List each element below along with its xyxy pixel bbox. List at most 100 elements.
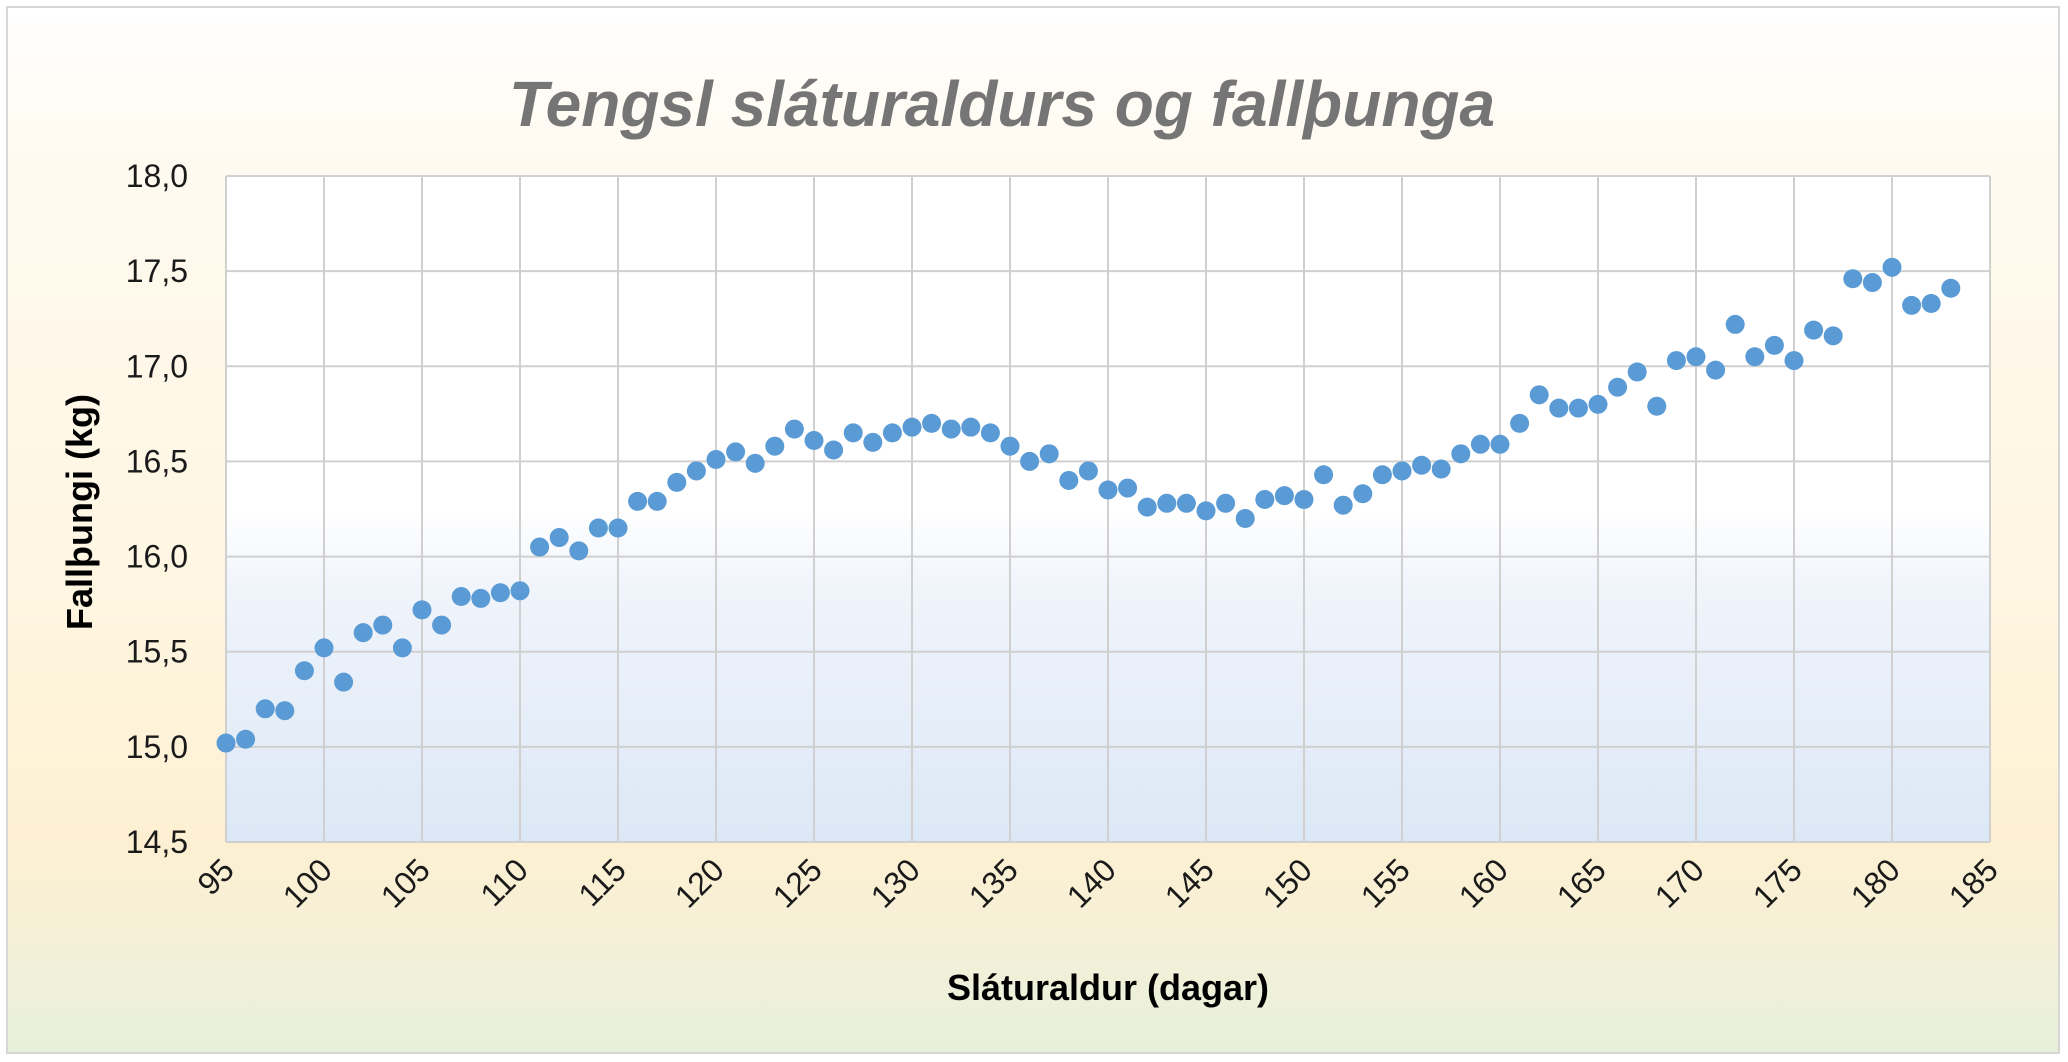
x-tick-label: 105 <box>374 851 437 914</box>
data-point <box>1784 351 1804 371</box>
data-point <box>236 729 256 749</box>
data-point <box>1764 335 1784 355</box>
data-point <box>392 638 412 658</box>
x-axis-ticks: 95 100 105 110 115 120 125 130 135 140 145 150 155 16… <box>190 851 2005 914</box>
x-tick-label: 100 <box>276 851 339 914</box>
data-point <box>745 453 765 473</box>
data-point <box>1118 478 1138 498</box>
data-point <box>1294 489 1314 509</box>
data-point <box>647 491 667 511</box>
data-point <box>1059 470 1079 490</box>
y-axis-ticks: 14,5 15,0 15,5 16,0 16,5 17,0 17,5 18,0 <box>126 158 188 860</box>
data-point <box>765 436 785 456</box>
y-tick-label: 15,0 <box>126 729 188 765</box>
data-point <box>255 699 275 719</box>
x-tick-label: 145 <box>1158 851 1221 914</box>
data-point <box>1392 461 1412 481</box>
data-point <box>1137 497 1157 517</box>
data-point <box>1608 377 1628 397</box>
x-tick-label: 175 <box>1746 851 1809 914</box>
data-point <box>804 430 824 450</box>
data-point <box>1686 347 1706 367</box>
data-point <box>1647 396 1667 416</box>
data-point <box>686 461 706 481</box>
data-point <box>961 417 981 437</box>
x-tick-label: 170 <box>1648 851 1711 914</box>
data-point <box>1000 436 1020 456</box>
y-tick-label: 16,5 <box>126 443 188 479</box>
y-axis-title: Fallþungi (kg) <box>59 394 100 630</box>
data-point <box>1412 455 1432 475</box>
data-point <box>1098 480 1118 500</box>
data-point <box>1862 273 1882 293</box>
data-point <box>863 432 883 452</box>
data-point <box>1255 489 1275 509</box>
data-point <box>1549 398 1569 418</box>
data-point <box>1804 320 1824 340</box>
data-point <box>275 701 295 721</box>
data-point <box>706 450 726 470</box>
data-point <box>628 491 648 511</box>
data-point <box>784 419 804 439</box>
data-point <box>1666 351 1686 371</box>
x-tick-label: 160 <box>1452 851 1515 914</box>
y-tick-label: 17,0 <box>126 348 188 384</box>
data-point <box>471 588 491 608</box>
data-point <box>1451 444 1471 464</box>
gridlines <box>225 175 1991 843</box>
data-point <box>1941 278 1961 298</box>
data-point <box>902 417 922 437</box>
data-point <box>451 587 471 607</box>
data-point <box>1274 486 1294 506</box>
data-point <box>353 623 373 643</box>
x-tick-label: 135 <box>962 851 1025 914</box>
x-tick-label: 185 <box>1942 851 2005 914</box>
data-point <box>608 518 628 538</box>
data-point <box>373 615 393 635</box>
data-point <box>1470 434 1490 454</box>
data-point <box>510 581 530 601</box>
x-tick-label: 155 <box>1354 851 1417 914</box>
x-tick-label: 140 <box>1060 851 1123 914</box>
x-tick-label: 95 <box>190 851 241 902</box>
data-point <box>1627 362 1647 382</box>
data-point <box>1235 509 1255 529</box>
data-point <box>726 442 746 462</box>
x-tick-label: 165 <box>1550 851 1613 914</box>
data-point <box>1588 394 1608 414</box>
data-point <box>1745 347 1765 367</box>
x-tick-label: 120 <box>668 851 731 914</box>
data-point <box>1157 493 1177 513</box>
data-point <box>1882 257 1902 277</box>
data-point <box>1176 493 1196 513</box>
data-point <box>334 672 354 692</box>
data-point <box>412 600 432 620</box>
x-tick-label: 130 <box>864 851 927 914</box>
data-point <box>1333 495 1353 515</box>
data-point <box>843 423 863 443</box>
x-tick-label: 110 <box>473 851 535 913</box>
data-point <box>1372 465 1392 485</box>
y-tick-label: 18,0 <box>126 158 188 194</box>
data-point <box>1706 360 1726 380</box>
y-tick-label: 14,5 <box>126 824 188 860</box>
data-point <box>294 661 314 681</box>
data-point <box>530 537 550 557</box>
x-tick-label: 115 <box>571 851 633 913</box>
data-point <box>1353 484 1373 504</box>
x-tick-label: 180 <box>1844 851 1907 914</box>
data-point <box>1921 293 1941 313</box>
data-point <box>1314 465 1334 485</box>
x-axis-title: Sláturaldur (dagar) <box>947 967 1269 1008</box>
chart-title: Tengsl sláturaldurs og fallþunga <box>509 68 1495 140</box>
data-point <box>1725 314 1745 334</box>
x-tick-label: 150 <box>1256 851 1319 914</box>
data-point <box>216 733 236 753</box>
y-tick-label: 17,5 <box>126 253 188 289</box>
data-point <box>549 528 569 548</box>
y-tick-label: 16,0 <box>126 539 188 575</box>
data-point <box>1020 451 1040 471</box>
data-point <box>1196 501 1216 521</box>
data-point <box>1529 385 1549 405</box>
